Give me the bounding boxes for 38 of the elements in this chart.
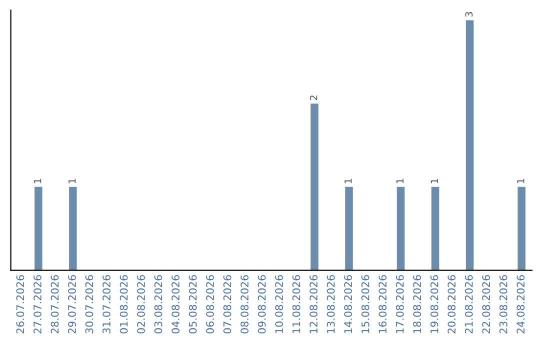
x-tick-label: 26.07.2026 (16, 275, 24, 334)
data-label: 1 (430, 178, 438, 184)
x-tick-label: 05.08.2026 (188, 275, 197, 334)
x-tick-label: 20.08.2026 (448, 275, 456, 334)
x-tick-label: 06.08.2026 (206, 275, 214, 334)
x-tick-label: 04.08.2026 (172, 275, 180, 334)
x-tick-label: 31.07.2026 (102, 275, 110, 334)
x-tick-label: 02.08.2026 (137, 275, 145, 334)
x-tick-label: 22.08.2026 (482, 275, 490, 334)
x-tick-label: 03.08.2026 (154, 275, 162, 334)
data-label: 1 (396, 178, 404, 184)
x-tick-label: 17.08.2026 (396, 275, 404, 333)
x-tick-label: 18.08.2026 (413, 275, 422, 333)
x-tick-label: 12.08.2026 (310, 275, 318, 333)
data-label: 1 (34, 178, 42, 184)
data-label: 1 (344, 178, 352, 184)
x-tick-label: 11.08.2026 (292, 275, 300, 333)
x-tick-label: 30.07.2026 (85, 275, 94, 334)
x-tick-label: 07.08.2026 (223, 275, 232, 334)
x-tick-label: 10.08.2026 (275, 275, 283, 333)
x-tick-label: 23.08.2026 (499, 275, 508, 334)
x-tick-label: 28.07.2026 (50, 275, 59, 334)
x-tick-label: 01.08.2026 (120, 275, 128, 334)
x-tick-label: 27.07.2026 (34, 275, 42, 334)
x-tick-label: 24.08.2026 (516, 275, 525, 334)
x-tick-label: 29.07.2026 (68, 275, 76, 334)
x-tick-label: 19.08.2026 (430, 275, 438, 333)
x-tick-label: 16.08.2026 (378, 275, 387, 333)
x-tick-label: 09.08.2026 (258, 275, 266, 334)
data-label: 1 (68, 178, 76, 184)
x-tick-label: 15.08.2026 (361, 275, 370, 333)
data-label: 2 (310, 96, 318, 100)
data-label: 1 (517, 178, 524, 184)
data-label: 3 (465, 12, 473, 17)
x-tick-label: 14.08.2026 (344, 275, 352, 333)
x-tick-label: 08.08.2026 (240, 275, 248, 334)
x-tick-label: 13.08.2026 (326, 275, 335, 333)
x-tick-label: 21.08.2026 (464, 275, 473, 334)
